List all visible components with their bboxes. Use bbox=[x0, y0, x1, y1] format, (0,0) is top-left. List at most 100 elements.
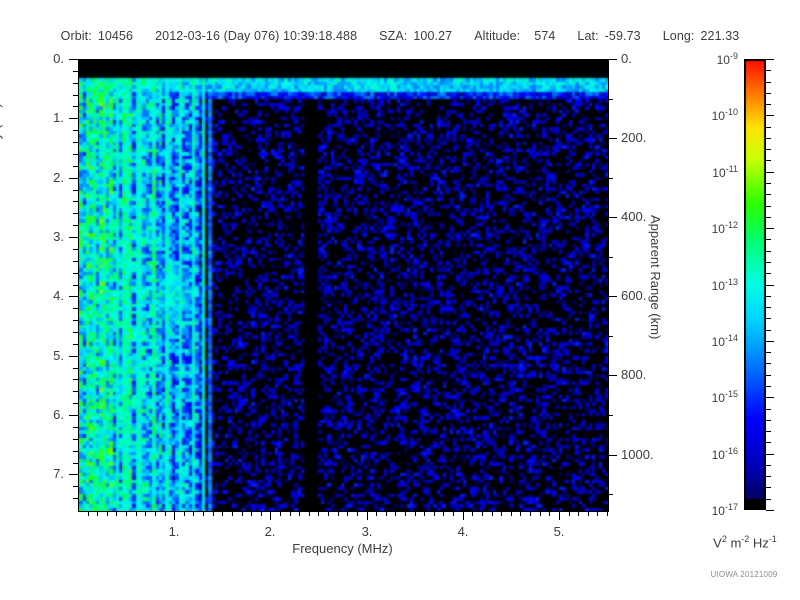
y2-tick-major bbox=[608, 296, 617, 297]
y2-tick-major bbox=[608, 138, 617, 139]
colorbar-tick-label: 10-17 bbox=[711, 502, 738, 518]
x-tick-minor bbox=[232, 511, 233, 516]
y-tick-minor bbox=[73, 427, 78, 428]
y-tick-minor bbox=[73, 332, 78, 333]
x-tick-minor bbox=[155, 511, 156, 516]
y2-tick-label: 800. bbox=[621, 367, 647, 382]
colorbar-tick-minor bbox=[766, 487, 771, 488]
y2-tick-label: 200. bbox=[621, 130, 647, 145]
y-tick-minor bbox=[73, 403, 78, 404]
y2-tick-minor bbox=[608, 494, 613, 495]
x-tick-major bbox=[270, 511, 271, 520]
x-tick-label: 4. bbox=[457, 524, 469, 539]
y2-tick-major bbox=[608, 455, 617, 456]
y-tick-major bbox=[69, 415, 78, 416]
x-tick-major bbox=[174, 511, 175, 520]
y-tick-major bbox=[69, 59, 78, 60]
x-tick-minor bbox=[501, 511, 502, 516]
y-tick-label: 7. bbox=[53, 466, 64, 481]
x-tick-minor bbox=[97, 511, 98, 516]
colorbar-tick-minor bbox=[766, 442, 771, 443]
credit-text: UIOWA 20121009 bbox=[710, 570, 778, 579]
x-tick-minor bbox=[136, 511, 137, 516]
x-tick-minor bbox=[107, 511, 108, 516]
colorbar-tick-minor bbox=[766, 307, 771, 308]
header-metadata-line: Orbit: 10456 2012-03-16 (Day 076) 10:39:18… bbox=[0, 29, 800, 43]
y-tick-label: 1. bbox=[53, 110, 64, 125]
colorbar-tick-minor bbox=[766, 251, 771, 252]
colorbar-tick-minor bbox=[766, 183, 771, 184]
x-tick-minor bbox=[511, 511, 512, 516]
colorbar-tick-minor bbox=[766, 93, 771, 94]
colorbar-tick-minor bbox=[766, 239, 771, 240]
x-tick-label: 2. bbox=[264, 524, 276, 539]
x-tick-minor bbox=[347, 511, 348, 516]
y-tick-minor bbox=[73, 391, 78, 392]
y2-tick-label: 0. bbox=[621, 51, 632, 66]
colorbar-tick-minor bbox=[766, 273, 771, 274]
y-tick-minor bbox=[73, 142, 78, 143]
colorbar-tick-major bbox=[766, 285, 774, 286]
x-tick-minor bbox=[203, 511, 204, 516]
x-tick-minor bbox=[184, 511, 185, 516]
y2-tick-minor bbox=[608, 257, 613, 258]
colorbar-tick-minor bbox=[766, 194, 771, 195]
colorbar-tick-minor bbox=[766, 127, 771, 128]
y-tick-minor bbox=[73, 154, 78, 155]
x-tick-major bbox=[559, 511, 560, 520]
altitude-label: Altitude: bbox=[474, 29, 521, 43]
colorbar-tick-major bbox=[766, 228, 774, 229]
x-tick-minor bbox=[222, 511, 223, 516]
colorbar-tick-minor bbox=[766, 330, 771, 331]
x-tick-minor bbox=[309, 511, 310, 516]
y-tick-minor bbox=[73, 201, 78, 202]
x-tick-minor bbox=[530, 511, 531, 516]
x-tick-minor bbox=[357, 511, 358, 516]
colorbar-tick-major bbox=[766, 397, 774, 398]
y2-tick-major bbox=[608, 375, 617, 376]
y-tick-minor bbox=[73, 344, 78, 345]
y-tick-minor bbox=[73, 368, 78, 369]
latitude-label: Lat: bbox=[577, 29, 599, 43]
y2-tick-label: 400. bbox=[621, 209, 647, 224]
orbit-label: Orbit: bbox=[60, 29, 92, 43]
x-tick-minor bbox=[280, 511, 281, 516]
x-tick-minor bbox=[415, 511, 416, 516]
colorbar-tick-minor bbox=[766, 420, 771, 421]
x-tick-minor bbox=[607, 511, 608, 516]
colorbar-tick-label: 10-15 bbox=[711, 389, 738, 405]
x-tick-minor bbox=[540, 511, 541, 516]
unit-hz-exponent: -1 bbox=[768, 534, 777, 544]
colorbar-tick-major bbox=[766, 59, 774, 60]
x-tick-minor bbox=[290, 511, 291, 516]
y-tick-minor bbox=[73, 83, 78, 84]
colorbar-tick-minor bbox=[766, 82, 771, 83]
y-tick-minor bbox=[73, 213, 78, 214]
colorbar-tick-minor bbox=[766, 318, 771, 319]
colorbar-tick-minor bbox=[766, 149, 771, 150]
x-tick-label: 1. bbox=[168, 524, 180, 539]
colorbar-unit-label: V2 m-2 Hz-1 bbox=[690, 534, 800, 550]
colorbar-tick-major bbox=[766, 510, 774, 511]
x-tick-major bbox=[367, 511, 368, 520]
x-tick-minor bbox=[520, 511, 521, 516]
colorbar-tick-label: 10-16 bbox=[711, 446, 738, 462]
sza-value: 100.27 bbox=[413, 29, 453, 43]
y-tick-major bbox=[69, 118, 78, 119]
y-tick-label: 5. bbox=[53, 348, 64, 363]
x-tick-minor bbox=[165, 511, 166, 516]
x-tick-minor bbox=[328, 511, 329, 516]
altitude-value: 574 bbox=[534, 29, 556, 43]
unit-m-exponent: -2 bbox=[741, 534, 750, 544]
x-tick-minor bbox=[376, 511, 377, 516]
colorbar-tick-minor bbox=[766, 465, 771, 466]
unit-hz: Hz bbox=[749, 535, 769, 551]
y2-tick-major bbox=[608, 59, 617, 60]
colorbar-tick-major bbox=[766, 115, 774, 116]
x-tick-minor bbox=[424, 511, 425, 516]
x-tick-minor bbox=[492, 511, 493, 516]
colorbar-tick-major bbox=[766, 454, 774, 455]
colorbar-tick-minor bbox=[766, 206, 771, 207]
y2-tick-minor bbox=[608, 99, 613, 100]
colorbar-tick-minor bbox=[766, 363, 771, 364]
